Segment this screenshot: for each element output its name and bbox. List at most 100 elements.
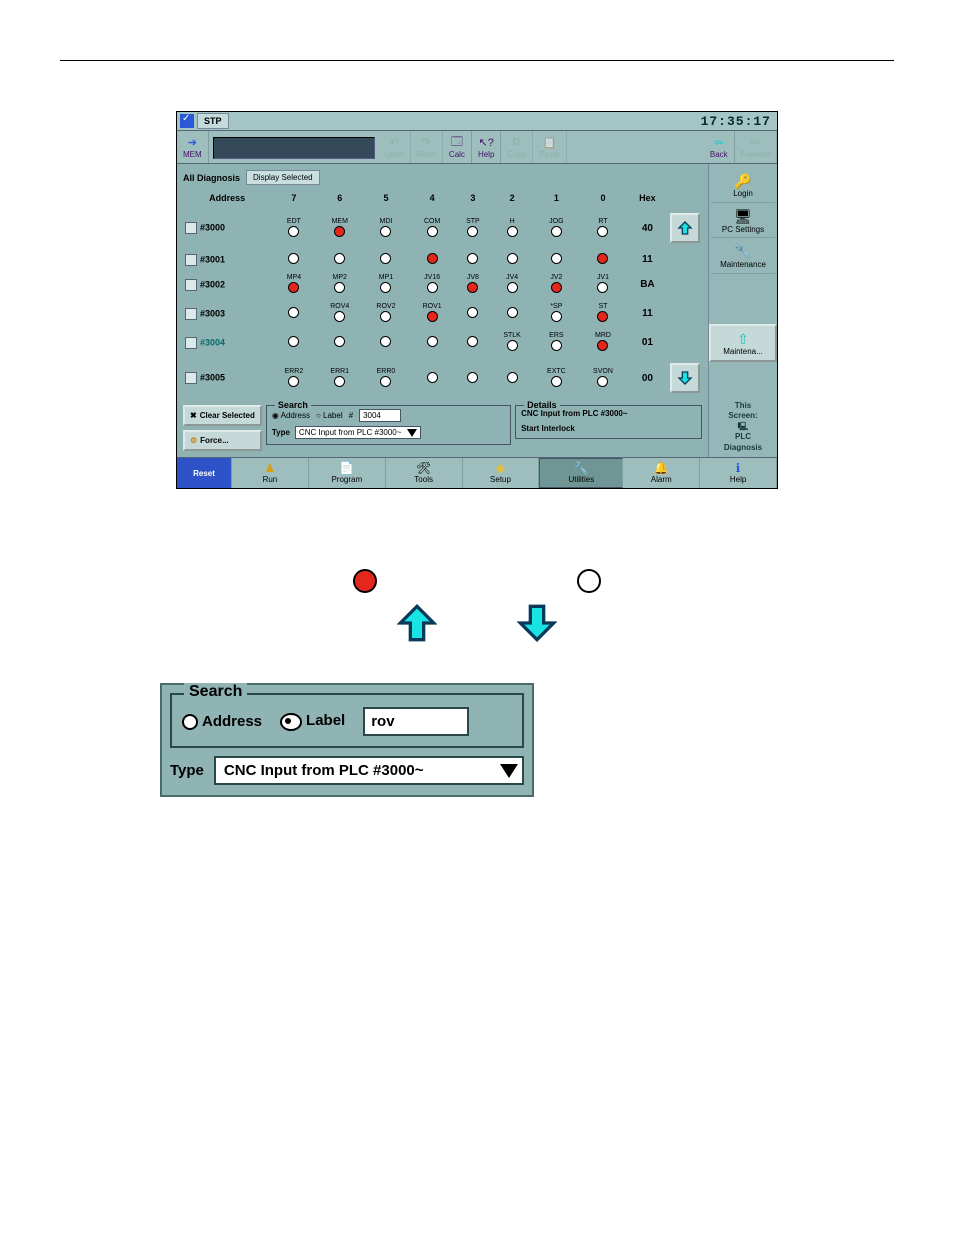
searchfig-radio-label[interactable]: Label — [280, 712, 345, 730]
stp-tab[interactable]: STP — [197, 113, 229, 129]
bit-label: *SP — [536, 303, 577, 310]
bit-label: ERS — [536, 332, 577, 339]
reset-label: Reset — [193, 469, 215, 478]
reset-button[interactable]: Reset — [177, 458, 232, 488]
bit-label: MRD — [581, 332, 625, 339]
bit-label: JV4 — [493, 274, 532, 281]
bit-dot-off-icon — [334, 311, 345, 322]
bit-label: ST — [581, 303, 625, 310]
forward-label: Forward — [741, 150, 770, 159]
bit-dot-off-icon — [551, 253, 562, 264]
row-checkbox[interactable] — [185, 279, 197, 291]
copy-button[interactable]: ⧉Copy — [501, 131, 533, 163]
scroll-up-button[interactable] — [670, 213, 700, 243]
bit-cell — [317, 328, 363, 357]
bit-cell: ERR0 — [363, 357, 409, 399]
display-selected-button[interactable]: Display Selected — [246, 170, 320, 185]
searchfig-label-label: Label — [306, 712, 345, 729]
paste-icon: 📋 — [541, 136, 557, 150]
forward-button[interactable]: ⇨Forward — [735, 131, 777, 163]
row-checkbox[interactable] — [185, 308, 197, 320]
force-label: Force... — [200, 436, 228, 445]
key-icon: 🔑 — [713, 174, 773, 189]
calc-button[interactable]: 🗔Calc — [443, 131, 472, 163]
mem-button[interactable]: ➔ MEM — [177, 131, 209, 163]
address-cell[interactable]: #3001 — [183, 249, 271, 270]
utilities-nav[interactable]: 🔧Utilities — [539, 458, 623, 488]
row-checkbox[interactable] — [185, 337, 197, 349]
search-number-input[interactable]: 3004 — [359, 409, 401, 422]
dot-on-icon — [353, 569, 377, 593]
table-row: #3002MP4MP2MP1JV16JV8JV4JV2JV1BA — [183, 270, 702, 299]
paste-button[interactable]: 📋Paste — [533, 131, 566, 163]
pc-settings-button[interactable]: 🖥PC Settings — [711, 203, 775, 238]
program-label: Program — [331, 475, 362, 484]
bit-dot-on-icon — [427, 311, 438, 322]
searchfig-address-label: Address — [202, 713, 262, 730]
searchfig-type-select[interactable]: CNC Input from PLC #3000~ — [214, 756, 524, 785]
setup-nav[interactable]: ◆Setup — [463, 458, 540, 488]
address-cell[interactable]: #3004 — [183, 328, 271, 357]
run-nav[interactable]: ♟Run — [232, 458, 309, 488]
address-cell[interactable]: #3003 — [183, 299, 271, 328]
redo-button[interactable]: ↷Redo — [411, 131, 443, 163]
address-cell[interactable]: #3002 — [183, 270, 271, 299]
col-b7: 7 — [271, 189, 316, 207]
bit-cell — [455, 249, 490, 270]
force-button[interactable]: ⚙Force... — [183, 430, 262, 451]
address-cell[interactable]: #3005 — [183, 357, 271, 399]
back-button[interactable]: ⇦Back — [704, 131, 735, 163]
bit-cell — [271, 249, 316, 270]
tools-nav[interactable]: 🛠Tools — [386, 458, 463, 488]
program-nav[interactable]: 📄Program — [309, 458, 386, 488]
bit-dot-off-icon — [597, 376, 608, 387]
undo-button[interactable]: ↶Undo — [379, 131, 411, 163]
col-hex: Hex — [627, 189, 668, 207]
address-cell[interactable]: #3000 — [183, 207, 271, 249]
bit-cell: EXTC — [534, 357, 579, 399]
login-button[interactable]: 🔑Login — [711, 168, 775, 203]
bit-cell — [271, 299, 316, 328]
bit-dot-off-icon — [467, 307, 478, 318]
search-radio-address[interactable]: ◉ Address — [272, 411, 310, 420]
undo-label: Undo — [385, 150, 404, 159]
dot-off-icon — [577, 569, 601, 593]
bit-dot-off-icon — [380, 311, 391, 322]
bit-label: ROV4 — [319, 303, 361, 310]
scroll-down-button[interactable] — [670, 363, 700, 393]
bit-cell: MP4 — [271, 270, 316, 299]
bit-dot-off-icon — [551, 226, 562, 237]
bit-label: EXTC — [536, 368, 577, 375]
searchfig-radio-address[interactable]: Address — [182, 713, 262, 730]
bit-cell: JV8 — [455, 270, 490, 299]
bit-cell: SVON — [579, 357, 627, 399]
row-checkbox[interactable] — [185, 372, 197, 384]
help-nav[interactable]: ℹHelp — [700, 458, 777, 488]
radio-off-icon — [182, 714, 198, 730]
row-checkbox[interactable] — [185, 222, 197, 234]
bottom-nav: Reset ♟Run 📄Program 🛠Tools ◆Setup 🔧Utili… — [177, 457, 777, 488]
clear-selected-button[interactable]: ✖Clear Selected — [183, 405, 262, 426]
maintenance-button[interactable]: 🔧Maintenance — [711, 238, 775, 273]
bit-dot-off-icon — [380, 226, 391, 237]
settings-icon: 🖥 — [713, 209, 773, 224]
col-b3: 3 — [455, 189, 490, 207]
alarm-nav[interactable]: 🔔Alarm — [623, 458, 700, 488]
bit-dot-off-icon — [288, 307, 299, 318]
bit-dot-off-icon — [507, 307, 518, 318]
bit-label: JV1 — [581, 274, 625, 281]
details-line2: Start Interlock — [521, 424, 696, 433]
bit-dot-off-icon — [380, 253, 391, 264]
row-checkbox[interactable] — [185, 254, 197, 266]
mem-display — [213, 137, 375, 159]
type-select[interactable]: CNC Input from PLC #3000~ — [295, 426, 422, 439]
bit-cell — [491, 299, 534, 328]
maintena-button[interactable]: ⇧Maintena... — [709, 324, 777, 362]
help-button[interactable]: ↖?Help — [472, 131, 501, 163]
search-radio-label[interactable]: ○ Label — [316, 411, 343, 420]
bit-label: JV2 — [536, 274, 577, 281]
bit-cell: ERR1 — [317, 357, 363, 399]
searchfig-input[interactable]: rov — [363, 707, 469, 736]
maintena-label: Maintena... — [723, 347, 763, 356]
forward-arrow-icon: ⇨ — [747, 136, 763, 150]
